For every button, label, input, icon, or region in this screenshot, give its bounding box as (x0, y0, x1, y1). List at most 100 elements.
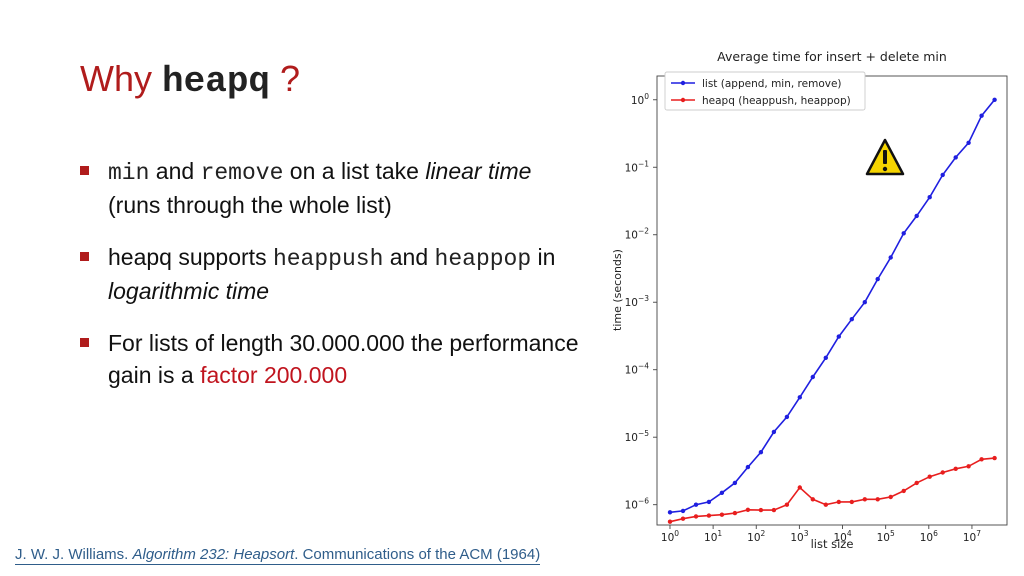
series-1-point (836, 499, 841, 505)
series-1-point (927, 474, 932, 479)
series-0-point (719, 490, 725, 495)
series-1-point (680, 516, 686, 521)
chart-title: Average time for insert + delete min (717, 49, 947, 64)
bullet-item: min and remove on a list take linear tim… (80, 155, 585, 221)
legend-label-heapq: heapq (heappush, heappop) (702, 95, 851, 107)
y-tick-label: 10−1 (625, 159, 650, 174)
series-0-point (706, 499, 712, 505)
series-0-point (797, 395, 802, 400)
series-0-point (784, 414, 790, 420)
citation-link[interactable]: J. W. J. Williams. Algorithm 232: Heapso… (15, 546, 541, 565)
series-0-point (979, 113, 984, 118)
x-tick-exponent: 4 (847, 529, 852, 538)
bullet-text-plain: and (383, 244, 435, 270)
series-1-point (706, 513, 712, 518)
y-tick-exponent: −5 (638, 429, 649, 438)
title-suffix: ? (270, 58, 301, 99)
x-tick-base: 10 (920, 532, 933, 544)
legend-marker-heapq (680, 97, 686, 103)
bullet-text-plain: and (149, 158, 201, 184)
series-1-point (992, 455, 997, 461)
legend-box (664, 71, 866, 111)
series-0-point (758, 450, 764, 455)
plot-frame (656, 75, 1008, 526)
x-tick-base: 10 (963, 532, 976, 544)
series-1-point (719, 512, 725, 517)
series-layer (667, 97, 997, 524)
y-tick-base: 10 (625, 162, 638, 174)
slide-title: Why heapq ? (80, 58, 300, 102)
series-0-point (693, 502, 699, 507)
bullet-text-italic: linear time (425, 158, 532, 184)
citation-rest: . Communications of the ACM (1964) (294, 546, 541, 563)
series-1-point (745, 507, 751, 512)
y-tick-base: 10 (625, 365, 638, 377)
bullet-text-plain: For lists of length 30.000.000 the perfo… (108, 330, 579, 388)
x-tick-base: 10 (877, 532, 890, 544)
x-tick-exponent: 3 (804, 529, 809, 538)
x-tick-label: 106 (920, 529, 938, 544)
series-0-point (862, 300, 867, 305)
series-0-point (914, 213, 919, 219)
series-0-point (823, 355, 828, 360)
chart-legend: list (append, min, remove) heapq (heappu… (664, 71, 866, 111)
y-tick-exponent: −6 (638, 497, 649, 506)
series-1-point (953, 466, 958, 471)
series-1-point (979, 457, 984, 462)
x-tick-exponent: 0 (674, 529, 679, 538)
series-0-point (953, 155, 958, 160)
series-1-point (966, 464, 971, 469)
y-tick-base: 10 (631, 95, 644, 107)
series-0-point (901, 231, 906, 236)
y-tick-base: 10 (625, 297, 638, 309)
y-tick-exponent: −1 (638, 159, 649, 168)
x-axis-label: list size (811, 537, 854, 551)
series-1-point (693, 514, 699, 519)
bullet-text-plain: on a list take (283, 158, 426, 184)
bullet-text-plain: in (531, 244, 556, 270)
title-prefix: Why (80, 58, 163, 99)
x-axis: 100 101 102 103 104 105 106 107 (661, 525, 981, 544)
y-tick-exponent: −4 (638, 362, 649, 371)
x-tick-exponent: 5 (890, 529, 895, 538)
x-tick-label: 103 (790, 529, 808, 544)
series-1-point (901, 488, 906, 494)
title-code: heapq (162, 61, 271, 102)
series-line-0 (669, 99, 996, 514)
y-tick-exponent: −2 (638, 227, 649, 236)
x-tick-label: 104 (833, 529, 851, 544)
x-tick-base: 10 (747, 532, 760, 544)
y-axis-label: time (seconds) (611, 249, 624, 331)
bullet-item: heapq supports heappush and heappop in l… (80, 241, 585, 307)
bullet-text-mono: remove (200, 160, 284, 186)
series-1-point (940, 470, 945, 475)
bullet-marker (80, 338, 89, 347)
y-tick-label: 10−6 (625, 497, 650, 512)
y-tick-base: 10 (625, 230, 638, 242)
series-1-point (823, 502, 828, 507)
bullet-text-plain: heapq supports (108, 244, 273, 270)
x-tick-exponent: 7 (976, 529, 981, 538)
y-tick-base: 10 (625, 500, 638, 512)
series-1-point (667, 519, 673, 524)
series-0-point (875, 276, 880, 282)
series-0-point (680, 508, 686, 514)
series-0-point (966, 140, 971, 145)
x-tick-base: 10 (704, 532, 717, 544)
warning-triangle-icon (865, 138, 905, 176)
warning-exclamation-dot (882, 166, 888, 172)
series-0-point (745, 464, 751, 470)
series-0-point (771, 429, 777, 435)
series-0-point (940, 172, 945, 178)
bullet-list: min and remove on a list take linear tim… (80, 155, 585, 411)
bullet-text-mono: min (108, 160, 150, 186)
y-tick-label: 10−3 (625, 294, 650, 309)
series-0-point (836, 334, 841, 339)
series-0-point (849, 317, 854, 322)
y-tick-exponent: 0 (644, 92, 649, 101)
bullet-item: For lists of length 30.000.000 the perfo… (80, 327, 585, 391)
y-tick-base: 10 (625, 432, 638, 444)
bullet-text-accent: factor 200.000 (200, 362, 348, 388)
x-tick-exponent: 2 (761, 529, 766, 538)
